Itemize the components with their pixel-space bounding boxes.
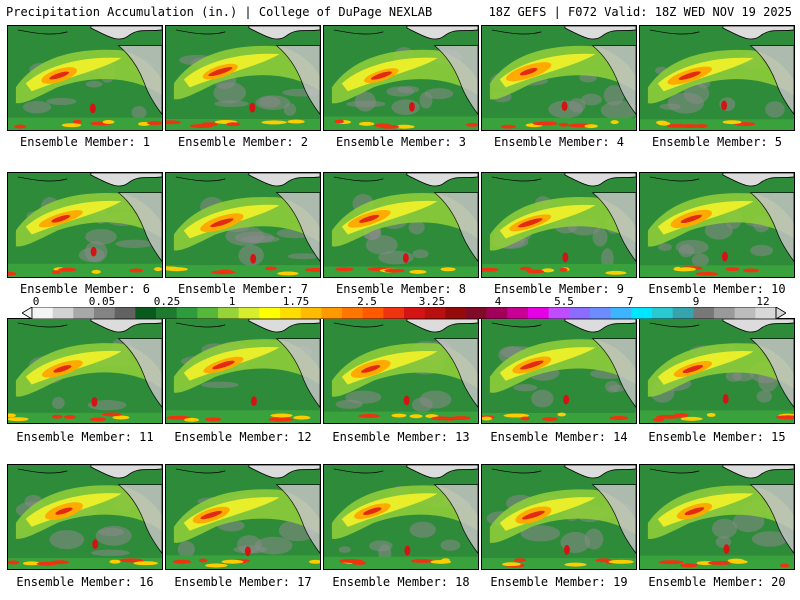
ensemble-member-map <box>165 464 321 570</box>
ensemble-member-label: Ensemble Member: 20 <box>648 575 786 589</box>
colorbar-swatch <box>714 307 735 319</box>
ensemble-member-label: Ensemble Member: 6 <box>19 282 151 296</box>
colorbar-swatch <box>321 307 343 319</box>
ensemble-member-label: Ensemble Member: 9 <box>493 282 625 296</box>
ensemble-member-label: Ensemble Member: 17 <box>174 575 312 589</box>
ensemble-member-label: Ensemble Member: 14 <box>490 430 628 444</box>
colorbar-tick-label: 3.25 <box>418 295 446 308</box>
ensemble-member-label: Ensemble Member: 11 <box>16 430 154 444</box>
ensemble-member-label: Ensemble Member: 3 <box>335 135 467 149</box>
colorbar-swatch <box>52 307 74 319</box>
ensemble-member-map <box>639 318 795 424</box>
colorbar-tick-label: 7 <box>626 295 634 308</box>
ensemble-member-map <box>7 25 163 131</box>
color-scale-bar <box>22 307 786 319</box>
ensemble-member-label: Ensemble Member: 12 <box>174 430 312 444</box>
ensemble-member-map <box>165 25 321 131</box>
colorbar-swatch <box>528 307 549 319</box>
colorbar-swatch <box>342 307 363 319</box>
ensemble-member-map <box>7 318 163 424</box>
colorbar-swatch <box>693 307 715 319</box>
colorbar-swatch <box>238 307 260 319</box>
ensemble-member-map <box>481 172 637 278</box>
ensemble-member-label: Ensemble Member: 18 <box>332 575 470 589</box>
ensemble-member-map <box>323 25 479 131</box>
colorbar-swatch <box>300 307 322 319</box>
colorbar-swatch <box>94 307 115 319</box>
ensemble-member-map <box>165 318 321 424</box>
colorbar-swatch <box>445 307 467 319</box>
colorbar-swatch <box>672 307 694 319</box>
colorbar-swatch <box>652 307 673 319</box>
ensemble-member-label: Ensemble Member: 13 <box>332 430 470 444</box>
colorbar-tick-label: 1 <box>228 295 236 308</box>
colorbar-swatch <box>734 307 756 319</box>
colorbar-swatch <box>156 307 177 319</box>
colorbar-tick-label: 0.25 <box>153 295 181 308</box>
ensemble-member-label: Ensemble Member: 2 <box>177 135 309 149</box>
colorbar-swatch <box>259 307 281 319</box>
colorbar-tick-label: 2.5 <box>357 295 377 308</box>
colorbar-swatch <box>32 307 53 319</box>
colorbar-swatch <box>383 307 405 319</box>
colorbar-tick-label: 4 <box>494 295 502 308</box>
ensemble-member-label: Ensemble Member: 15 <box>648 430 786 444</box>
colorbar-swatch <box>548 307 570 319</box>
colorbar-right-arrow <box>775 307 786 319</box>
ensemble-member-label: Ensemble Member: 16 <box>16 575 154 589</box>
colorbar-tick-label: 1.75 <box>282 295 310 308</box>
ensemble-member-map <box>323 464 479 570</box>
ensemble-member-map <box>481 464 637 570</box>
ensemble-member-label: Ensemble Member: 7 <box>177 282 309 296</box>
colorbar-swatch <box>280 307 301 319</box>
ensemble-member-label: Ensemble Member: 4 <box>493 135 625 149</box>
colorbar-swatch <box>404 307 425 319</box>
colorbar-swatch <box>114 307 136 319</box>
colorbar-tick-label: 12 <box>756 295 770 308</box>
colorbar-left-arrow <box>22 307 33 319</box>
ensemble-member-map <box>639 25 795 131</box>
colorbar-swatch <box>197 307 219 319</box>
colorbar-tick-label: 5.5 <box>554 295 574 308</box>
colorbar-tick-label: 0.05 <box>88 295 116 308</box>
colorbar-swatch <box>424 307 446 319</box>
colorbar-swatch <box>610 307 632 319</box>
colorbar-swatch <box>218 307 239 319</box>
ensemble-member-map <box>165 172 321 278</box>
colorbar-swatch <box>73 307 95 319</box>
colorbar-tick-label: 9 <box>692 295 700 308</box>
valid-time-label: 18Z GEFS | F072 Valid: 18Z WED NOV 19 20… <box>488 5 792 19</box>
ensemble-member-map <box>481 318 637 424</box>
ensemble-member-label: Ensemble Member: 10 <box>648 282 786 296</box>
colorbar-swatch <box>466 307 487 319</box>
ensemble-member-label: Ensemble Member: 5 <box>651 135 783 149</box>
ensemble-member-map <box>323 318 479 424</box>
ensemble-member-label: Ensemble Member: 19 <box>490 575 628 589</box>
ensemble-member-map <box>323 172 479 278</box>
ensemble-member-label: Ensemble Member: 1 <box>19 135 151 149</box>
colorbar-swatch <box>569 307 591 319</box>
ensemble-member-map <box>639 464 795 570</box>
colorbar-swatch <box>176 307 198 319</box>
colorbar-swatch <box>755 307 777 319</box>
ensemble-member-map <box>7 464 163 570</box>
ensemble-member-map <box>639 172 795 278</box>
colorbar-swatch <box>631 307 653 319</box>
colorbar-tick-label: 0 <box>32 295 40 308</box>
map-title: Precipitation Accumulation (in.) | Colle… <box>6 5 433 19</box>
colorbar-swatch <box>590 307 611 319</box>
colorbar-swatch <box>135 307 157 319</box>
colorbar-swatch <box>362 307 384 319</box>
colorbar-swatch <box>507 307 529 319</box>
ensemble-member-map <box>481 25 637 131</box>
ensemble-member-label: Ensemble Member: 8 <box>335 282 467 296</box>
ensemble-member-map <box>7 172 163 278</box>
colorbar-swatch <box>486 307 508 319</box>
